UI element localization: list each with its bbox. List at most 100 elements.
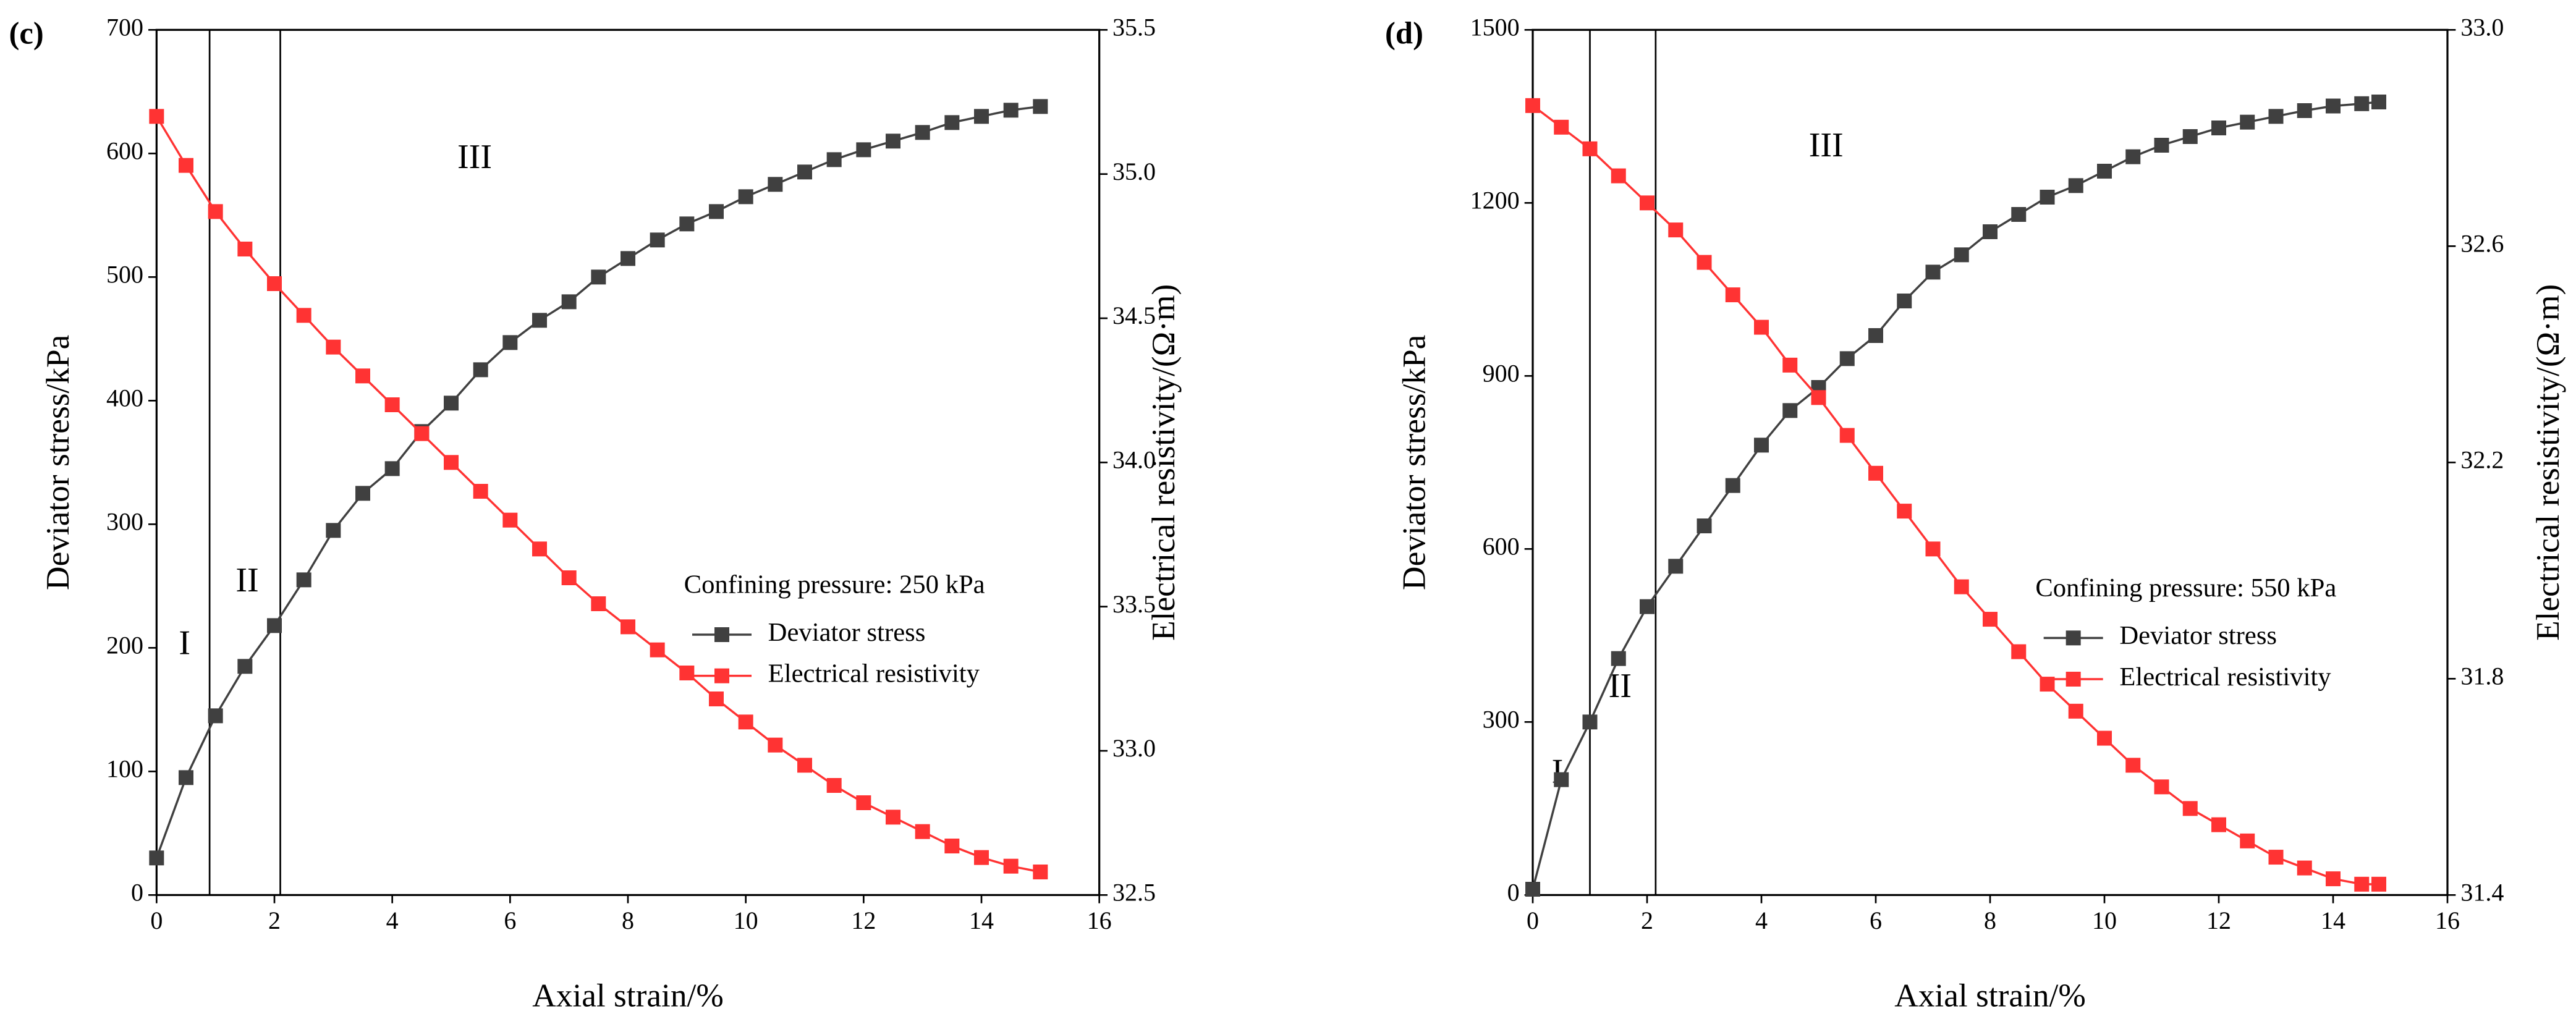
data-point: [355, 368, 370, 384]
data-point: [1839, 351, 1855, 366]
x-tick-label: 12: [2206, 907, 2231, 934]
data-point: [915, 824, 930, 839]
y-tick-label: 1500: [1470, 14, 1520, 41]
data-point: [2040, 190, 2055, 205]
data-point: [1554, 772, 1569, 787]
series-line: [1532, 104, 2379, 886]
data-point: [2268, 109, 2284, 124]
x-tick-label: 4: [1755, 907, 1768, 934]
data-point: [1003, 103, 1019, 118]
data-point: [2326, 98, 2341, 114]
y2-tick-label: 32.2: [2460, 446, 2504, 474]
data-point: [326, 523, 341, 538]
data-point: [2240, 833, 2255, 848]
data-point: [1897, 294, 1912, 308]
data-point: [1725, 478, 1740, 493]
series-line: [1532, 101, 2379, 890]
data-point: [1668, 222, 1684, 238]
y2-tick-label: 31.8: [2460, 662, 2504, 690]
data-point: [2211, 121, 2226, 135]
data-point: [326, 339, 341, 355]
data-point: [179, 158, 193, 173]
data-point: [473, 362, 488, 378]
data-point: [1697, 255, 1712, 270]
y-tick-label: 400: [106, 384, 143, 412]
data-point: [621, 619, 635, 635]
x-tick-label: 10: [734, 907, 758, 934]
y-tick-label: 600: [106, 137, 143, 165]
x-tick-label: 16: [1087, 907, 1112, 934]
x-tick-label: 0: [150, 907, 163, 934]
y2-tick-label: 34.0: [1112, 446, 1156, 474]
stage-label: II: [235, 561, 258, 599]
x-axis-label: Axial strain/%: [1894, 977, 2086, 1014]
data-point: [1839, 428, 1855, 443]
legend-marker: [2065, 672, 2081, 687]
data-point: [502, 512, 518, 528]
data-point: [1582, 141, 1598, 156]
data-point: [2371, 876, 2386, 892]
data-point: [709, 204, 724, 219]
y2-tick-label: 32.5: [1112, 879, 1156, 907]
data-point: [944, 115, 960, 130]
legend-label: Electrical resistivity: [768, 659, 980, 688]
data-point: [1897, 504, 1912, 519]
data-point: [2326, 871, 2341, 887]
y-tick-label: 300: [106, 508, 143, 536]
data-point: [826, 778, 842, 793]
data-point: [709, 692, 724, 706]
y-tick-label: 0: [1507, 879, 1520, 907]
data-point: [237, 242, 253, 256]
data-point: [384, 461, 400, 476]
data-point: [2125, 149, 2141, 164]
data-point: [826, 152, 842, 167]
data-point: [2354, 96, 2370, 111]
data-point: [561, 294, 577, 310]
data-point: [1954, 579, 1969, 594]
data-point: [296, 308, 311, 323]
data-point: [1640, 195, 1654, 211]
data-point: [2068, 178, 2083, 193]
y2-tick-label: 31.4: [2460, 879, 2504, 907]
y-tick-label: 300: [1483, 706, 1520, 734]
data-point: [2154, 138, 2169, 153]
data-point: [797, 164, 812, 180]
data-point: [1811, 390, 1826, 405]
data-point: [1868, 465, 1883, 481]
data-point: [444, 455, 459, 470]
y-tick-label: 0: [131, 879, 143, 907]
x-tick-label: 0: [1527, 907, 1539, 934]
data-point: [2125, 758, 2141, 773]
stage-label: I: [179, 624, 190, 662]
data-point: [679, 666, 695, 680]
data-point: [2011, 644, 2027, 659]
data-point: [208, 204, 223, 219]
data-point: [2011, 207, 2027, 222]
data-point: [650, 232, 665, 248]
data-point: [1983, 612, 1998, 627]
plot-frame: [155, 28, 1101, 896]
data-point: [738, 714, 753, 730]
data-point: [738, 189, 753, 205]
plot-frame: [1532, 28, 2449, 896]
data-point: [267, 276, 282, 291]
x-axis-label: Axial strain/%: [532, 977, 724, 1014]
y-tick-label: 600: [1483, 533, 1520, 560]
data-point: [237, 659, 253, 674]
data-point: [679, 216, 695, 232]
data-point: [1525, 882, 1540, 897]
data-point: [444, 395, 459, 411]
data-point: [2097, 730, 2112, 746]
y2-tick-label: 35.0: [1112, 158, 1156, 185]
data-point: [267, 618, 282, 633]
x-tick-label: 6: [504, 907, 516, 934]
data-point: [856, 142, 871, 158]
data-point: [1925, 264, 1941, 280]
x-tick-label: 14: [969, 907, 994, 934]
y2-tick-label: 35.5: [1112, 14, 1156, 41]
data-point: [473, 484, 488, 499]
data-point: [768, 737, 783, 753]
y-tick-label: 500: [106, 261, 143, 289]
x-tick-label: 8: [622, 907, 634, 934]
